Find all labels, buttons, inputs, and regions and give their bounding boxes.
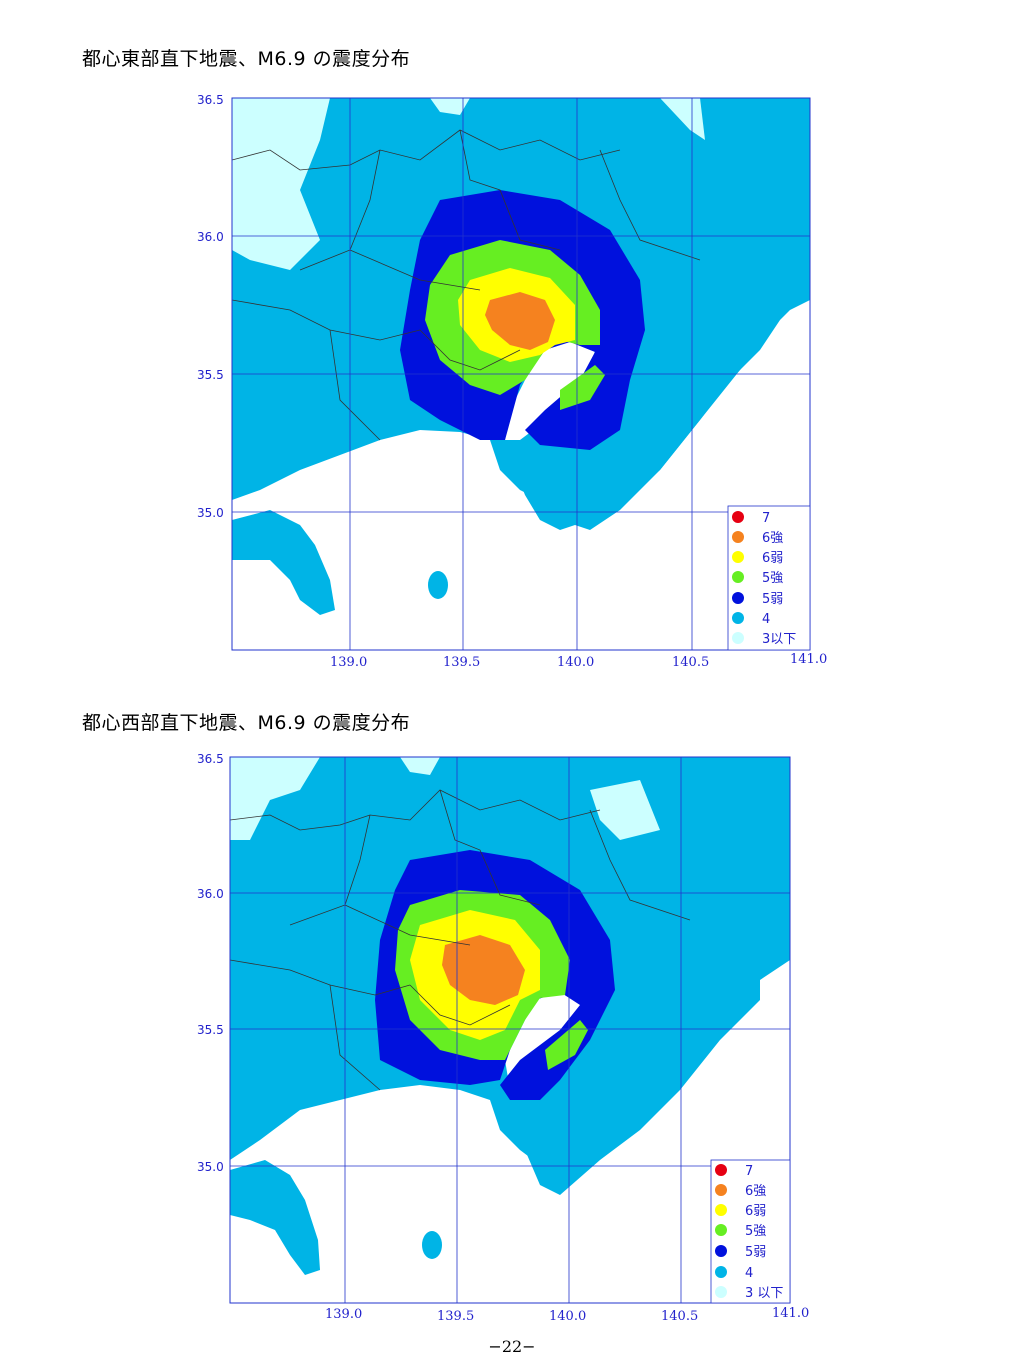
land-intensity-4 — [232, 510, 335, 615]
legend-swatch — [732, 571, 744, 583]
legend-label: 6強 — [762, 531, 783, 546]
legend: 7 6強 6弱 5強 5弱 4 3 以下 — [710, 1159, 791, 1304]
legend-label: 4 — [762, 612, 770, 627]
legend-swatch — [732, 612, 744, 624]
legend-label: 3 以下 — [745, 1286, 783, 1301]
legend-swatch — [715, 1184, 727, 1196]
land-intensity-4 — [515, 320, 780, 530]
x-tick-label: 140.5 — [672, 655, 709, 670]
land-intensity-4 — [230, 1160, 320, 1275]
land-intensity-3 — [660, 98, 705, 140]
island — [422, 1231, 442, 1259]
y-tick-label: 35.0 — [197, 1160, 224, 1174]
x-tick-label: 140.5 — [661, 1309, 698, 1324]
legend-label: 5強 — [762, 571, 783, 586]
legend-swatch — [715, 1224, 727, 1236]
legend-label: 6強 — [745, 1184, 766, 1199]
legend-label: 5弱 — [762, 592, 783, 607]
island — [428, 571, 448, 599]
land-intensity-3 — [230, 757, 320, 840]
grid — [230, 757, 790, 1303]
map-title-west: 都心西部直下地震、M6.9 の震度分布 — [82, 712, 411, 734]
legend-swatch — [732, 531, 744, 543]
legend-label: 7 — [762, 511, 770, 526]
page-number: −22− — [488, 1337, 536, 1356]
legend-swatch — [715, 1204, 727, 1216]
prefecture-border — [230, 789, 691, 1091]
y-tick-label: 35.5 — [197, 368, 224, 382]
y-tick-label: 36.0 — [197, 230, 224, 244]
land-intensity-3 — [590, 780, 660, 840]
x-tick-label: 140.0 — [549, 1309, 586, 1324]
legend-swatch — [732, 632, 744, 644]
land-intensity-3 — [232, 98, 330, 270]
legend-label: 3以下 — [762, 632, 796, 647]
legend-swatch — [715, 1164, 727, 1176]
legend-swatch — [715, 1266, 727, 1278]
prefecture-border — [232, 129, 701, 441]
y-tick-label: 35.5 — [197, 1023, 224, 1037]
grid — [232, 98, 810, 650]
legend-swatch — [715, 1245, 727, 1257]
intensity-map-east: 36.5 36.0 35.5 35.0 139.0 139.5 140.0 14… — [197, 93, 827, 670]
legend-swatch — [715, 1286, 727, 1298]
y-tick-label: 36.5 — [197, 93, 224, 107]
zone-5-strong — [545, 1020, 588, 1070]
x-tick-label: 141.0 — [772, 1306, 809, 1321]
x-tick-label: 139.5 — [443, 655, 480, 670]
x-tick-label: 139.5 — [437, 1309, 474, 1324]
y-tick-label: 35.0 — [197, 506, 224, 520]
zone-6-strong — [485, 292, 555, 350]
x-tick-label: 140.0 — [557, 655, 594, 670]
map-title-east: 都心東部直下地震、M6.9 の震度分布 — [82, 48, 411, 70]
zone-5-strong — [560, 365, 605, 410]
x-tick-label: 139.0 — [330, 655, 367, 670]
zone-6-strong — [442, 935, 525, 1005]
land-intensity-4 — [515, 975, 760, 1195]
legend-label: 7 — [745, 1164, 753, 1179]
legend-swatch — [732, 511, 744, 523]
legend-swatch — [732, 592, 744, 604]
land-intensity-3 — [430, 98, 470, 115]
y-tick-label: 36.5 — [197, 752, 224, 766]
intensity-map-west: 36.5 36.0 35.5 35.0 139.0 139.5 140.0 14… — [197, 752, 809, 1324]
legend-label: 5強 — [745, 1224, 766, 1239]
legend-label: 5弱 — [745, 1245, 766, 1260]
x-tick-label: 141.0 — [790, 652, 827, 667]
legend-label: 4 — [745, 1266, 753, 1281]
legend: 7 6強 6弱 5強 5弱 4 3以下 — [727, 505, 811, 651]
x-tick-label: 139.0 — [325, 1307, 362, 1322]
legend-label: 6弱 — [762, 551, 783, 566]
tokyo-bay — [505, 340, 595, 440]
legend-label: 6弱 — [745, 1204, 766, 1219]
legend-swatch — [732, 551, 744, 563]
y-tick-label: 36.0 — [197, 887, 224, 901]
sea-area — [232, 300, 810, 650]
land-intensity-3 — [400, 757, 440, 775]
sea-area — [230, 960, 790, 1303]
